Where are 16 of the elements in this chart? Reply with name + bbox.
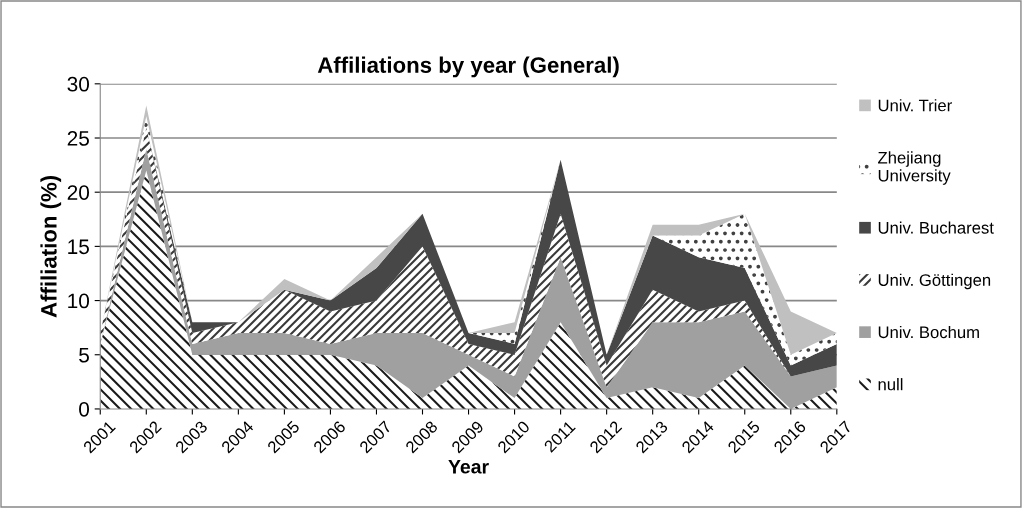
y-tick-label: 0 xyxy=(79,401,90,417)
legend-label: Univ. Trier xyxy=(878,99,952,112)
legend-label: null xyxy=(878,378,903,391)
chart-title: Affiliations by year (General) xyxy=(317,56,619,78)
legend-label: Univ. Bochum xyxy=(878,325,979,339)
y-tick-label: 30 xyxy=(67,76,90,92)
y-tick-label: 15 xyxy=(68,239,89,255)
y-tick-label: 10 xyxy=(68,293,90,309)
y-tick-label: 5 xyxy=(79,347,89,363)
legend-label: Zhejiang University xyxy=(878,151,951,185)
legend-label: Univ. Bucharest xyxy=(878,221,994,234)
y-axis-title: Affiliation (%) xyxy=(40,175,62,318)
y-tick-label: 25 xyxy=(67,131,89,146)
y-tick-label: 20 xyxy=(67,185,90,200)
x-axis-title: Year xyxy=(448,460,489,474)
legend-label: Univ. Göttingen xyxy=(878,273,991,290)
